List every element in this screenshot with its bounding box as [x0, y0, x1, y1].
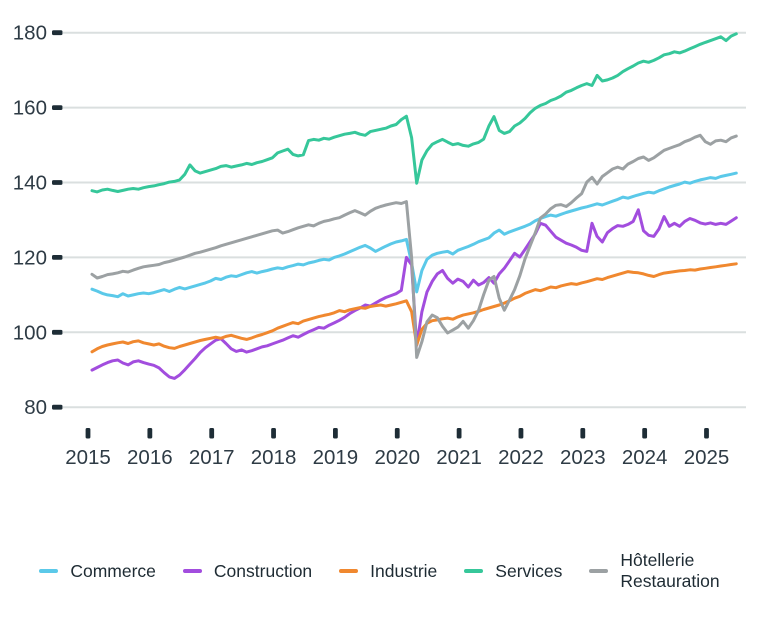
x-axis-tick: [394, 428, 400, 439]
y-axis-tick-label: 80: [24, 396, 47, 419]
legend-item-h-tellerie-restauration: Hôtellerie Restauration: [589, 550, 720, 592]
x-axis-tick-label: 2021: [436, 446, 482, 469]
legend-label: Hôtellerie Restauration: [620, 550, 720, 591]
y-axis-tick-label: 160: [13, 97, 47, 120]
x-axis-tick: [147, 428, 153, 439]
legend-item-industrie: Industrie: [339, 561, 437, 582]
legend-dash-icon: [589, 569, 609, 573]
x-axis-tick: [333, 428, 338, 439]
x-axis-tick: [456, 428, 462, 439]
x-axis-tick-label: 2024: [622, 446, 668, 469]
y-axis-tick: [52, 404, 63, 410]
x-axis-tick-label: 2022: [498, 446, 544, 469]
legend-label: Services: [495, 560, 563, 581]
y-axis-tick-label: 140: [13, 172, 47, 195]
series-line-h-tellerie-restauration: [90, 133, 738, 359]
legend-label: Industrie: [370, 560, 438, 581]
legend-item-construction: Construction: [182, 560, 313, 582]
x-axis-tick-label: 2016: [127, 446, 173, 469]
y-axis-tick-label: 120: [13, 246, 47, 269]
series-line-commerce: [90, 171, 738, 299]
series-line-services: [90, 32, 738, 194]
x-axis-tick: [518, 428, 524, 439]
x-axis-tick-label: 2018: [251, 446, 297, 469]
chart-legend: Commerce Construction Industrie Services Hôt…: [0, 536, 759, 606]
x-axis-tick-label: 2017: [189, 446, 235, 469]
legend-dash-icon: [339, 569, 359, 573]
x-axis-tick-label: 2025: [684, 446, 730, 469]
legend-dash-icon: [182, 569, 202, 573]
x-axis-tick: [85, 428, 91, 439]
y-axis-tick: [52, 329, 63, 335]
line-chart: 80 100 120 140 160 180 2015 2016 2017 2018 2019 202…: [13, 22, 746, 469]
y-axis-tick-label: 180: [13, 22, 47, 45]
x-axis-tick: [271, 428, 276, 439]
x-axis-tick-label: 2019: [313, 446, 359, 469]
x-axis-tick-label: 2015: [65, 446, 111, 469]
x-axis-tick: [209, 428, 215, 439]
y-axis-tick: [52, 30, 63, 36]
x-axis-tick: [704, 428, 709, 439]
x-axis-tick-label: 2023: [560, 446, 606, 469]
x-axis-tick: [580, 428, 586, 439]
y-axis-tick-label: 100: [13, 321, 47, 344]
legend-dash-icon: [464, 569, 484, 573]
y-axis-tick: [52, 105, 63, 110]
legend-dash-icon: [39, 569, 59, 573]
legend-label: Construction: [213, 560, 313, 581]
legend-item-commerce: Commerce: [39, 561, 156, 582]
legend-item-services: Services: [464, 561, 562, 582]
x-axis-tick: [642, 428, 648, 439]
y-axis-tick: [52, 255, 63, 260]
y-axis-tick: [52, 180, 63, 185]
x-axis-tick-label: 2020: [374, 446, 420, 469]
legend-label: Commerce: [70, 560, 156, 581]
